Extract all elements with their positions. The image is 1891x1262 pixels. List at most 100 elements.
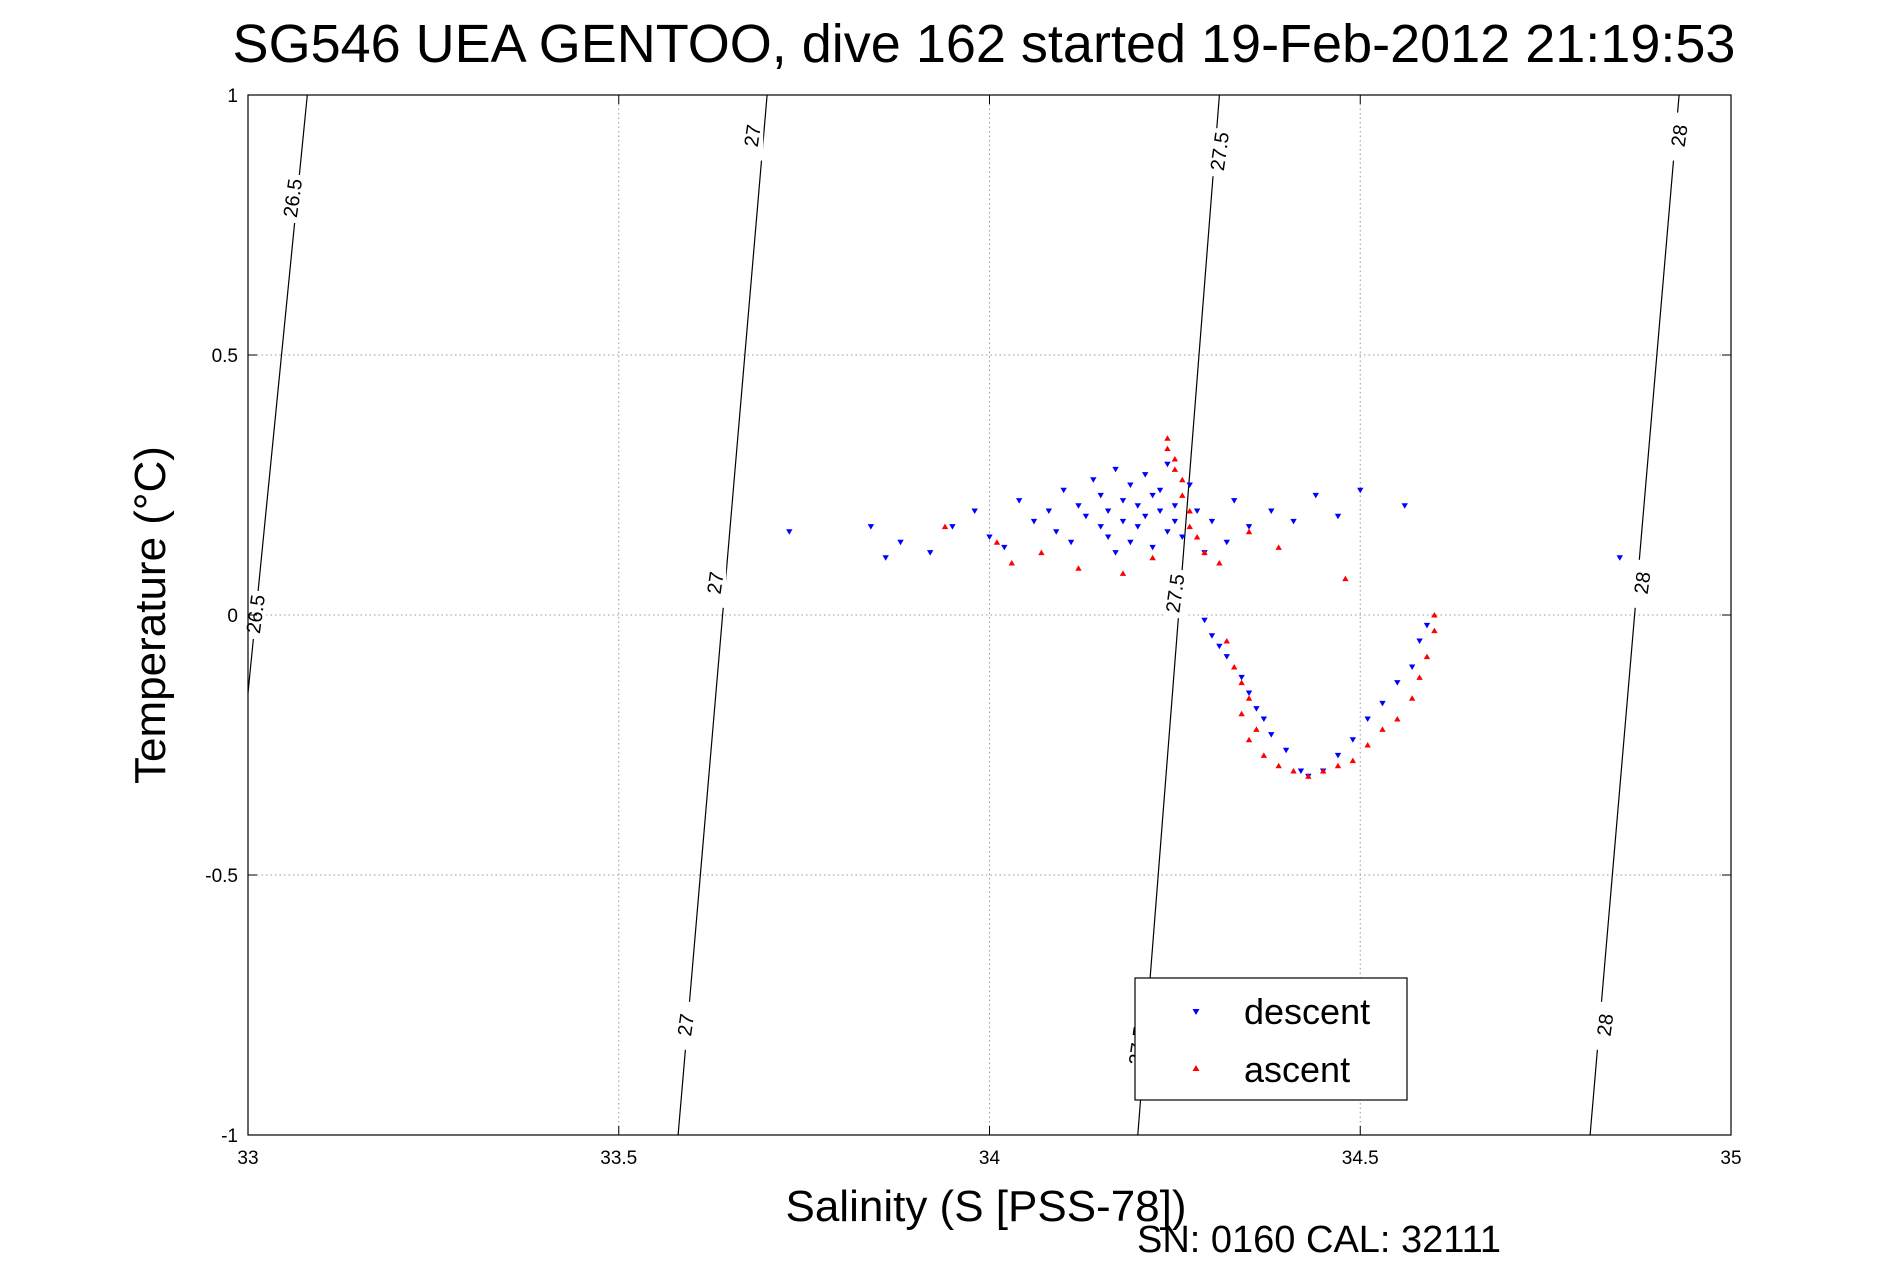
x-tick-label: 34.5 xyxy=(1342,1148,1379,1169)
ascent-point xyxy=(1305,773,1312,779)
descent-point xyxy=(1245,690,1253,696)
descent-point xyxy=(1015,498,1023,504)
legend-box xyxy=(1134,977,1408,1101)
descent-point xyxy=(926,550,934,556)
descent-point xyxy=(1053,529,1060,535)
axis-ticks: 33 33.5 34 34.5 35 -1 -0.5 0 0.5 1 xyxy=(205,86,1741,1169)
contour-label: 27 xyxy=(704,570,729,595)
descent-point xyxy=(1201,617,1208,624)
descent-point xyxy=(786,529,793,535)
contour-label: 27 xyxy=(741,123,766,148)
descent-point xyxy=(1082,513,1090,520)
descent-point xyxy=(1149,492,1156,499)
descent-point xyxy=(1134,503,1141,509)
y-tick-label: 1 xyxy=(227,86,238,107)
descent-point xyxy=(971,508,978,514)
descent-point xyxy=(1216,643,1223,650)
ascent-point xyxy=(1275,762,1282,769)
descent-point xyxy=(1364,716,1371,722)
descent-point xyxy=(1090,477,1097,483)
descent-point xyxy=(1334,513,1342,520)
descent-point xyxy=(1268,732,1275,738)
descent-point xyxy=(1067,539,1075,546)
descent-point xyxy=(1171,503,1179,509)
legend: descent ascent xyxy=(1134,977,1408,1101)
descent-point xyxy=(1179,534,1186,540)
ascent-point xyxy=(1179,476,1186,483)
descent-point xyxy=(1104,508,1112,514)
legend-label-ascent: ascent xyxy=(1244,1049,1350,1090)
descent-point xyxy=(1260,716,1268,722)
descent-point xyxy=(1401,503,1408,509)
descent-point xyxy=(1379,700,1386,707)
descent-point xyxy=(1616,555,1623,561)
ascent-point xyxy=(1038,549,1045,556)
descent-point xyxy=(1001,544,1008,551)
descent-point xyxy=(1156,508,1164,514)
descent-point xyxy=(1297,768,1305,774)
contour-label-bg xyxy=(674,1001,697,1050)
contour-label-bg xyxy=(1631,559,1654,608)
descent-point xyxy=(1230,498,1238,504)
descent-point xyxy=(1156,487,1164,494)
contour-label-bg xyxy=(1208,128,1231,177)
descent-point xyxy=(986,534,993,540)
contour-label: 26.5 xyxy=(243,593,270,635)
descent-point xyxy=(1164,461,1171,468)
descent-point xyxy=(1097,524,1104,530)
y-tick-label: 0 xyxy=(227,606,238,627)
data-points xyxy=(786,435,1623,780)
descent-point xyxy=(1142,472,1149,478)
descent-point xyxy=(1171,518,1179,525)
contour-label: 28 xyxy=(1631,570,1656,595)
ascent-point xyxy=(1290,768,1297,774)
descent-point xyxy=(1357,487,1364,494)
ascent-point xyxy=(1253,726,1260,732)
descent-point xyxy=(1097,492,1104,499)
descent-point xyxy=(1112,466,1119,473)
contour-label-bg xyxy=(704,559,727,608)
descent-point xyxy=(1060,487,1067,494)
ascent-point xyxy=(1223,638,1230,644)
density-contour-line xyxy=(1589,94,1680,1136)
contour-label: 27.5 xyxy=(1207,131,1234,173)
ascent-point xyxy=(1364,742,1371,748)
ascent-point xyxy=(1171,466,1179,472)
ascent-point xyxy=(1193,534,1201,540)
descent-point xyxy=(1104,534,1112,540)
contour-label: 28 xyxy=(1668,123,1693,148)
ascent-point xyxy=(1238,710,1245,717)
ascent-point xyxy=(1349,757,1357,764)
descent-point xyxy=(1149,544,1156,551)
ascent-point xyxy=(1319,768,1327,774)
legend-marker-ascent xyxy=(1192,1065,1200,1071)
descent-point xyxy=(1312,492,1319,499)
descent-point xyxy=(1186,482,1193,488)
y-tick-label: 0.5 xyxy=(212,346,238,367)
ascent-point xyxy=(1149,554,1156,561)
contour-label-bg xyxy=(281,175,304,223)
descent-point xyxy=(1045,508,1053,514)
ascent-point xyxy=(1186,508,1193,514)
footer-serial-cal: SN: 0160 CAL: 32111 xyxy=(1137,1219,1501,1261)
ascent-point xyxy=(1245,736,1253,743)
descent-point xyxy=(1245,524,1253,530)
ascent-point xyxy=(1342,575,1349,582)
descent-point xyxy=(1268,508,1275,514)
x-tick-label: 33 xyxy=(237,1148,258,1169)
ascent-point xyxy=(1260,752,1268,758)
x-tick-label: 35 xyxy=(1720,1148,1741,1169)
ascent-point xyxy=(1245,695,1253,701)
descent-point xyxy=(1112,550,1119,556)
contour-label-bg xyxy=(741,112,764,161)
descent-point xyxy=(1423,622,1431,629)
ascent-point xyxy=(1394,716,1401,722)
x-axis-label: Salinity (S [PSS-78]) xyxy=(785,1182,1186,1231)
ascent-point xyxy=(1423,653,1431,660)
descent-point xyxy=(1134,524,1141,530)
descent-point xyxy=(1253,706,1260,712)
ascent-point xyxy=(1230,664,1238,670)
ascent-point xyxy=(1119,570,1127,576)
contour-label: 28 xyxy=(1594,1012,1619,1037)
